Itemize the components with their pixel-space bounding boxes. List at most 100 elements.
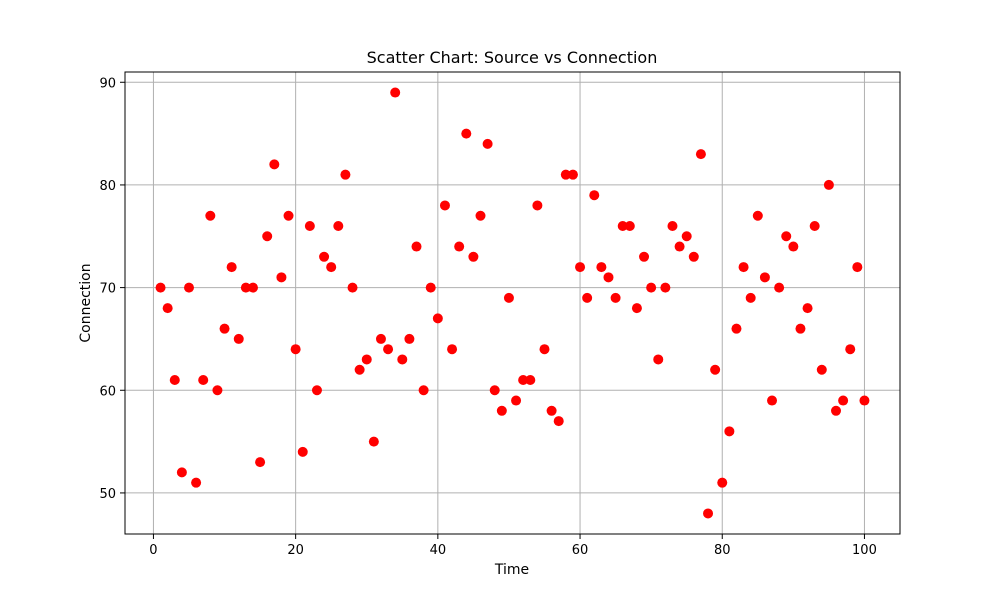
data-point [269,159,280,170]
x-axis-label: Time [494,562,529,578]
y-axis-label: Connection [78,263,94,342]
data-point [276,272,287,283]
data-point [809,221,820,231]
data-point [603,272,614,283]
data-point [333,221,344,231]
data-point [496,405,507,416]
data-point [390,87,401,98]
data-point [368,436,379,447]
data-point [845,344,856,355]
data-point [518,375,529,385]
data-point [255,457,266,468]
data-point [432,313,443,324]
data-point [774,282,785,293]
y-tick-label: 90 [99,76,116,91]
data-point [454,241,465,252]
data-point [290,344,301,355]
data-point [646,282,657,293]
data-point [411,241,422,252]
data-point [503,292,514,303]
data-point [162,303,173,314]
data-point [596,262,607,273]
data-point [852,262,863,273]
x-tick-label: 20 [287,543,304,558]
data-point [262,231,273,242]
data-point [624,221,635,231]
data-point [631,303,642,314]
data-point [354,364,365,375]
x-tick-label: 100 [852,543,877,558]
data-point [731,323,742,334]
data-point [525,375,536,385]
data-point [553,416,564,427]
data-point [404,333,415,344]
y-tick-label: 60 [99,384,116,399]
data-point [767,395,778,406]
data-point [575,262,586,273]
data-point [823,179,834,190]
data-point [724,426,735,437]
data-point [176,467,187,478]
data-point [532,200,543,211]
data-point [425,282,436,293]
data-point [340,169,351,180]
data-point [212,385,223,396]
data-point [788,241,799,252]
data-point [169,375,180,385]
data-point [781,231,792,242]
data-point [610,292,621,303]
x-tick-label: 40 [430,543,447,558]
data-point [560,169,571,180]
data-point [191,477,202,488]
x-tick-label: 0 [149,543,157,558]
data-point [489,385,500,396]
data-point [226,262,237,273]
data-point [397,354,408,365]
data-point [838,395,849,406]
y-tick-label: 50 [99,487,116,502]
data-point [653,354,664,365]
data-point [383,344,394,355]
x-axis-ticks: 0 20 40 60 80 100 [149,534,877,558]
data-point [759,272,770,283]
data-point [233,333,244,344]
data-point [582,292,593,303]
data-point [240,282,251,293]
grid-lines [125,72,900,534]
data-point [752,210,763,221]
data-point [347,282,358,293]
data-point [681,231,692,242]
data-point [795,323,806,334]
data-point [461,128,472,139]
data-point [567,169,578,180]
data-point [155,282,166,293]
data-point [447,344,458,355]
plot-frame [124,71,901,535]
data-point [297,446,308,457]
data-point [667,221,678,231]
data-point [674,241,685,252]
data-point [418,385,429,396]
y-tick-label: 80 [99,179,116,194]
data-point [816,364,827,375]
data-point [617,221,628,231]
data-points [155,87,870,519]
data-point [319,251,330,262]
data-point [482,138,493,149]
data-point [283,210,294,221]
data-point [738,262,749,273]
data-point [247,282,258,293]
data-point [205,210,216,221]
data-point [703,508,714,519]
data-point [589,190,600,201]
x-tick-label: 80 [714,543,731,558]
data-point [375,333,386,344]
data-point [660,282,671,293]
data-point [361,354,372,365]
data-point [511,395,522,406]
data-point [198,375,209,385]
data-point [546,405,557,416]
data-point [219,323,230,334]
chart-title: Scatter Chart: Source vs Connection [367,48,658,67]
